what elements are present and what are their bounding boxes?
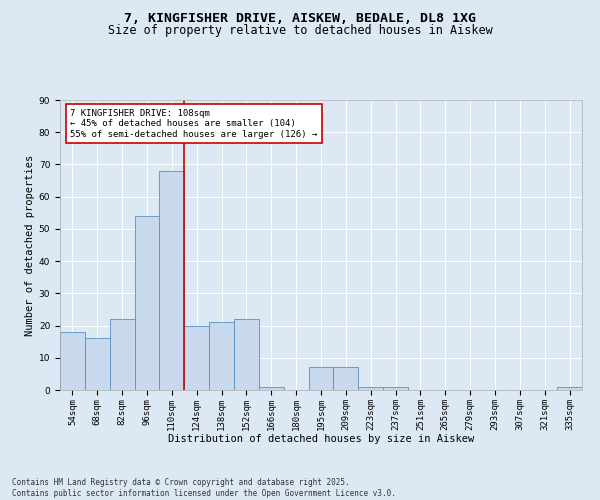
Bar	[383, 387, 408, 390]
Bar	[308, 368, 334, 390]
Bar	[60, 332, 85, 390]
Bar	[160, 171, 184, 390]
Bar	[259, 387, 284, 390]
Bar	[85, 338, 110, 390]
Text: Contains HM Land Registry data © Crown copyright and database right 2025.
Contai: Contains HM Land Registry data © Crown c…	[12, 478, 396, 498]
Bar	[358, 387, 383, 390]
Text: 7, KINGFISHER DRIVE, AISKEW, BEDALE, DL8 1XG: 7, KINGFISHER DRIVE, AISKEW, BEDALE, DL8…	[124, 12, 476, 26]
X-axis label: Distribution of detached houses by size in Aiskew: Distribution of detached houses by size …	[168, 434, 474, 444]
Text: Size of property relative to detached houses in Aiskew: Size of property relative to detached ho…	[107, 24, 493, 37]
Bar	[234, 319, 259, 390]
Bar	[209, 322, 234, 390]
Bar	[184, 326, 209, 390]
Text: 7 KINGFISHER DRIVE: 108sqm
← 45% of detached houses are smaller (104)
55% of sem: 7 KINGFISHER DRIVE: 108sqm ← 45% of deta…	[70, 108, 317, 138]
Y-axis label: Number of detached properties: Number of detached properties	[25, 154, 35, 336]
Bar	[110, 319, 134, 390]
Bar	[557, 387, 582, 390]
Bar	[134, 216, 160, 390]
Bar	[334, 368, 358, 390]
